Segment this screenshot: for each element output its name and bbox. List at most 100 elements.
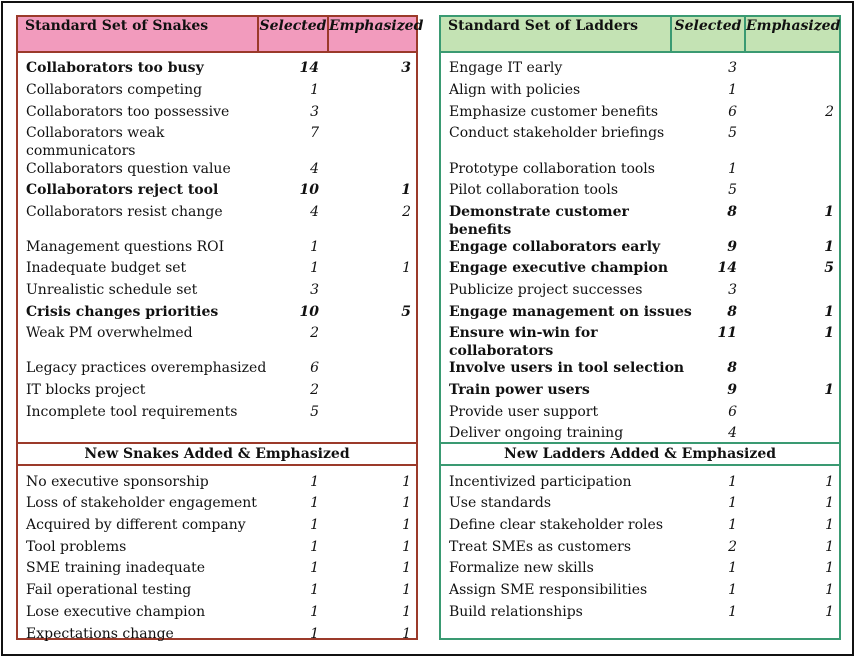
ladder-label: Align with policies	[449, 82, 581, 98]
ladders-panel: Standard Set of Ladders Selected Emphasi…	[439, 15, 841, 640]
snakes-panel: Standard Set of Snakes Selected Emphasiz…	[16, 15, 423, 642]
new-snake-label: Tool problems	[26, 539, 127, 555]
snake-selected-count: 14	[299, 60, 319, 76]
new-snake-label: SME training inadequate	[26, 560, 205, 576]
snake-emphasized-count: 5	[401, 304, 411, 320]
ladder-emphasized-count: 1	[824, 382, 834, 398]
snake-label: Collaborators too possessive	[26, 104, 230, 120]
new-ladder-label: Treat SMEs as customers	[449, 539, 632, 555]
snake-emphasized-count: 1	[402, 260, 411, 276]
new-snake-emphasized-count: 1	[402, 517, 411, 533]
ladder-selected-count: 8	[727, 204, 737, 220]
ladders-new-title: New Ladders Added & Emphasized	[441, 442, 839, 466]
ladder-label: Engage IT early	[449, 60, 563, 76]
new-ladder-label: Incentivized participation	[449, 474, 632, 490]
snake-selected-count: 7	[310, 125, 319, 141]
snake-selected-count: 5	[310, 404, 319, 420]
snake-emphasized-count: 1	[401, 182, 411, 198]
new-ladder-emphasized-count: 1	[825, 582, 834, 598]
snakes-header: Standard Set of Snakes Selected Emphasiz…	[18, 17, 423, 53]
new-ladder-label: Use standards	[449, 495, 552, 511]
snake-selected-count: 3	[310, 282, 319, 298]
new-snake-label: Fail operational testing	[26, 582, 192, 598]
new-snake-label: Lose executive champion	[26, 604, 206, 620]
snake-label: Unrealistic schedule set	[26, 282, 198, 298]
ladder-label: Demonstrate customer benefits	[449, 204, 629, 238]
ladders-title: Standard Set of Ladders	[448, 18, 638, 34]
ladder-label: Engage executive champion	[449, 260, 669, 276]
ladder-selected-count: 1	[728, 161, 737, 177]
new-ladder-emphasized-count: 1	[825, 539, 834, 555]
new-ladder-emphasized-count: 1	[825, 604, 834, 620]
ladder-emphasized-count: 1	[824, 304, 834, 320]
snakes-title: Standard Set of Snakes	[25, 18, 209, 34]
ladder-label: Publicize project successes	[449, 282, 643, 298]
snake-emphasized-count: 3	[401, 60, 411, 76]
ladder-emphasized-count: 5	[824, 260, 834, 276]
snakes-new-title: New Snakes Added & Emphasized	[18, 442, 416, 466]
ladder-label: Conduct stakeholder briefings	[449, 125, 665, 141]
new-snake-selected-count: 1	[310, 517, 319, 533]
new-snake-emphasized-count: 1	[402, 604, 411, 620]
new-ladder-selected-count: 1	[728, 517, 737, 533]
snakes-selected-header: Selected	[257, 17, 327, 51]
snake-selected-count: 10	[299, 182, 319, 198]
snake-selected-count: 4	[310, 161, 319, 177]
ladder-emphasized-count: 1	[824, 239, 834, 255]
new-ladder-selected-count: 1	[728, 474, 737, 490]
ladder-selected-count: 5	[728, 125, 737, 141]
snake-label: Inadequate budget set	[26, 260, 187, 276]
ladder-selected-count: 3	[728, 60, 737, 76]
snake-selected-count: 3	[310, 104, 319, 120]
ladder-selected-count: 6	[728, 404, 737, 420]
ladder-emphasized-count: 1	[824, 325, 834, 341]
snakes-emphasized-header: Emphasized	[327, 17, 423, 51]
new-snake-emphasized-count: 1	[402, 474, 411, 490]
ladder-label: Involve users in tool selection	[449, 360, 685, 376]
snake-selected-count: 1	[310, 260, 319, 276]
ladder-selected-count: 6	[728, 104, 737, 120]
ladder-selected-count: 8	[727, 304, 737, 320]
snake-selected-count: 2	[310, 382, 319, 398]
snake-label: Incomplete tool requirements	[26, 404, 238, 420]
new-snake-selected-count: 1	[310, 604, 319, 620]
new-snake-emphasized-count: 1	[402, 495, 411, 511]
ladder-selected-count: 3	[728, 282, 737, 298]
ladder-selected-count: 9	[727, 382, 737, 398]
snake-selected-count: 6	[310, 360, 319, 376]
snake-selected-count: 1	[310, 82, 319, 98]
new-ladder-emphasized-count: 1	[825, 560, 834, 576]
new-snake-selected-count: 1	[310, 626, 319, 642]
new-ladder-emphasized-count: 1	[825, 495, 834, 511]
new-ladder-selected-count: 1	[728, 604, 737, 620]
snake-emphasized-count: 2	[402, 204, 411, 220]
new-ladder-emphasized-count: 1	[825, 474, 834, 490]
ladders-emphasized-header: Emphasized	[744, 17, 840, 51]
ladder-label: Ensure win-win for collaborators	[449, 325, 598, 359]
new-snake-emphasized-count: 1	[402, 582, 411, 598]
snake-label: Legacy practices overemphasized	[26, 360, 267, 376]
new-snake-label: Acquired by different company	[26, 517, 246, 533]
ladder-emphasized-count: 1	[824, 204, 834, 220]
new-snake-selected-count: 1	[310, 539, 319, 555]
snake-selected-count: 4	[310, 204, 319, 220]
ladder-label: Engage collaborators early	[449, 239, 661, 255]
new-snake-emphasized-count: 1	[402, 626, 411, 642]
new-ladder-selected-count: 1	[728, 495, 737, 511]
new-snake-selected-count: 1	[310, 582, 319, 598]
new-snake-label: Expectations change	[26, 626, 174, 642]
new-ladder-selected-count: 1	[728, 582, 737, 598]
new-ladder-label: Build relationships	[449, 604, 583, 620]
new-snake-selected-count: 1	[310, 495, 319, 511]
new-snake-selected-count: 1	[310, 560, 319, 576]
snake-label: Weak PM overwhelmed	[26, 325, 193, 341]
snake-label: Collaborators reject tool	[26, 182, 219, 198]
new-snake-label: Loss of stakeholder engagement	[26, 495, 257, 511]
ladder-selected-count: 1	[728, 82, 737, 98]
ladder-label: Emphasize customer benefits	[449, 104, 659, 120]
snake-label: Management questions ROI	[26, 239, 225, 255]
ladder-label: Engage management on issues	[449, 304, 692, 320]
snake-selected-count: 2	[310, 325, 319, 341]
new-ladder-selected-count: 2	[728, 539, 737, 555]
